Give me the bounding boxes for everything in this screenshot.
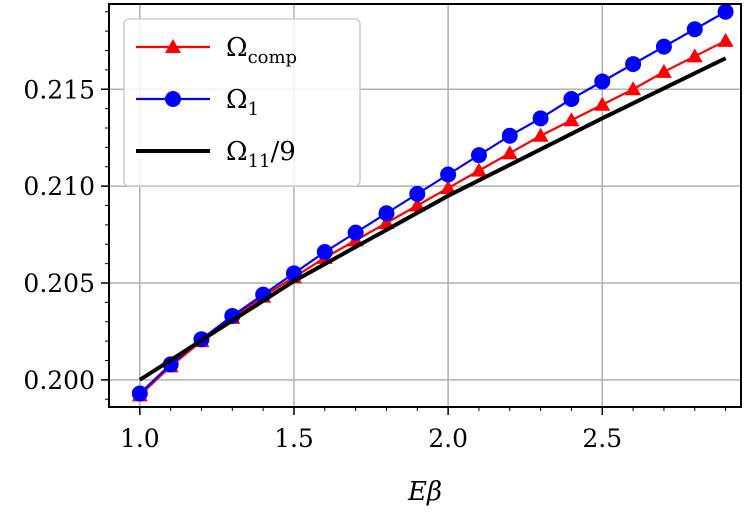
data-point [165, 39, 181, 53]
y-tick-label: 0.205 [23, 269, 95, 298]
data-point [470, 147, 487, 164]
series-11 [138, 56, 727, 382]
legend-label: Ω11/9 [226, 137, 296, 172]
data-point [131, 385, 148, 402]
data-point [625, 56, 642, 73]
series-1 [131, 3, 734, 402]
x-tick-label: 2.5 [582, 424, 622, 453]
legend-label: Ω1 [226, 85, 259, 120]
data-point [563, 112, 580, 127]
legend-item: Ω11/9 [136, 137, 296, 172]
legend-label: Ωcomp [226, 33, 297, 68]
legend-item: Ωcomp [136, 33, 297, 68]
data-point [501, 145, 518, 160]
y-tick-label: 0.200 [23, 366, 95, 395]
data-point [532, 127, 549, 142]
data-point [686, 21, 703, 38]
data-point [347, 224, 364, 241]
y-tick-label: 0.210 [23, 172, 95, 201]
data-point [409, 185, 426, 202]
data-point [655, 38, 672, 55]
axis-ticks: 1.0 1.5 2.0 2.5 0.200 0.205 0.210 0.215 [23, 11, 727, 453]
data-point [655, 63, 672, 78]
data-point [470, 162, 487, 177]
data-point [316, 244, 333, 260]
data-point [717, 32, 734, 47]
data-point [625, 81, 642, 96]
x-tick-label: 2.0 [428, 424, 468, 453]
series-line [138, 56, 727, 382]
data-point [532, 110, 549, 127]
data-point [440, 180, 457, 195]
legend: Ωcomp Ω1 Ω11/9 [123, 18, 361, 187]
data-point [409, 197, 426, 212]
y-tick-label: 0.215 [23, 75, 95, 104]
x-tick-label: 1.0 [120, 424, 160, 453]
legend-box [123, 18, 361, 187]
legend-item: Ω1 [136, 85, 259, 120]
data-point [165, 91, 181, 107]
x-axis-label: Eβ [407, 477, 442, 507]
data-point [501, 127, 518, 144]
data-point [594, 96, 611, 111]
data-point [686, 48, 703, 63]
data-point [594, 73, 611, 90]
data-point [563, 90, 580, 107]
data-point [717, 3, 734, 20]
series-layer [131, 3, 734, 402]
x-tick-label: 1.5 [274, 424, 314, 453]
data-point [378, 205, 395, 222]
data-point [440, 166, 457, 183]
